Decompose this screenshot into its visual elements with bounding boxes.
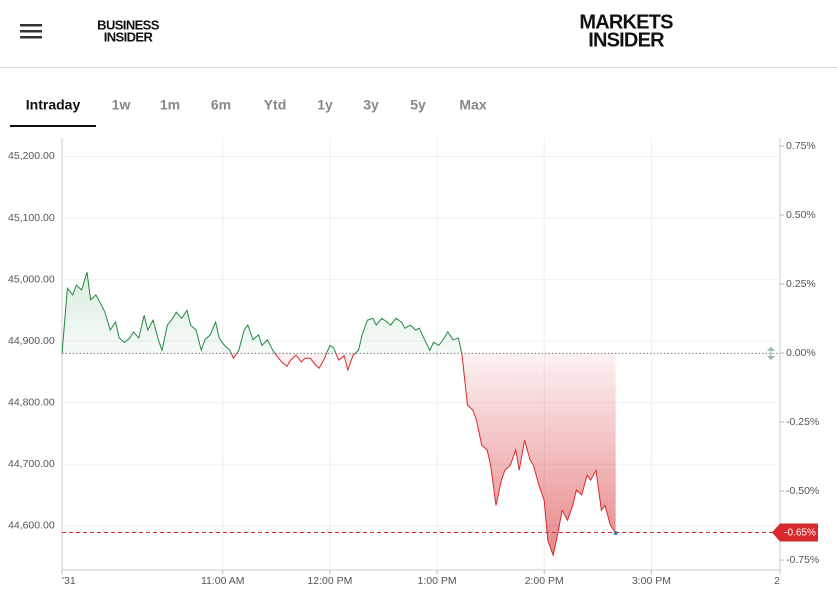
tab-bar: Intraday 1w 1m 6m Ytd 1y 3y 5y Max <box>10 97 487 127</box>
markets-insider-logo[interactable]: MARKETS INSIDER <box>579 11 674 51</box>
y2-tick-label: 0.50% <box>786 209 816 221</box>
price-line <box>61 272 617 558</box>
y2-tick-label: 0.00% <box>786 347 816 359</box>
y-tick-label: 45,000.00 <box>8 273 55 285</box>
y-tick-label: 44,700.00 <box>8 458 55 470</box>
x-tick-label: 2:00 PM <box>525 575 564 587</box>
logo-text: INSIDER <box>104 29 154 44</box>
y2-tick-label: 0.75% <box>786 140 816 152</box>
tab[interactable]: Ytd <box>264 97 287 113</box>
x-tick-label: 11:00 AM <box>201 575 245 587</box>
tab[interactable]: 5y <box>410 97 426 113</box>
tab[interactable]: Intraday <box>26 97 81 113</box>
y2-tick-label: -0.75% <box>786 554 819 566</box>
area <box>62 272 616 556</box>
active-tab-underline <box>10 125 96 127</box>
last-change-label: -0.65% <box>784 528 816 539</box>
y-tick-label: 44,600.00 <box>8 519 55 531</box>
x-tick-label: 3:00 PM <box>632 575 671 587</box>
logo-text: MARKETS <box>579 11 673 33</box>
last-point <box>613 531 618 536</box>
y2-tick-label: 0.25% <box>786 278 816 290</box>
y2-tick-label: -0.50% <box>786 485 819 497</box>
y2-tick-label: -0.25% <box>786 416 819 428</box>
x-tick-label: 12:00 PM <box>307 575 352 587</box>
tab[interactable]: 6m <box>211 97 231 113</box>
tab[interactable]: 1y <box>317 97 333 113</box>
x-tick-label: 1:00 PM <box>418 575 457 587</box>
logo-text: BUSINESS <box>97 17 160 32</box>
logo-text: INSIDER <box>588 29 665 51</box>
tab[interactable]: Max <box>459 97 486 113</box>
tab[interactable]: 1m <box>160 97 180 113</box>
y-tick-label: 45,100.00 <box>8 212 55 224</box>
business-insider-logo[interactable]: BUSINESS INSIDER <box>97 17 160 44</box>
chart: 45,200.00 45,100.00 45,000.00 44,900.00 44,8… <box>8 138 819 587</box>
y-tick-label: 44,800.00 <box>8 396 55 408</box>
x-tick-label: 2 <box>774 575 780 587</box>
scale-handle[interactable] <box>766 346 776 361</box>
x-tick-label: '31 <box>62 575 76 587</box>
y-tick-label: 45,200.00 <box>8 150 55 162</box>
last-change-badge <box>772 523 818 542</box>
y-tick-label: 44,900.00 <box>8 335 55 347</box>
tab[interactable]: 1w <box>112 97 131 113</box>
tab[interactable]: 3y <box>363 97 379 113</box>
menu-icon[interactable] <box>20 24 42 39</box>
